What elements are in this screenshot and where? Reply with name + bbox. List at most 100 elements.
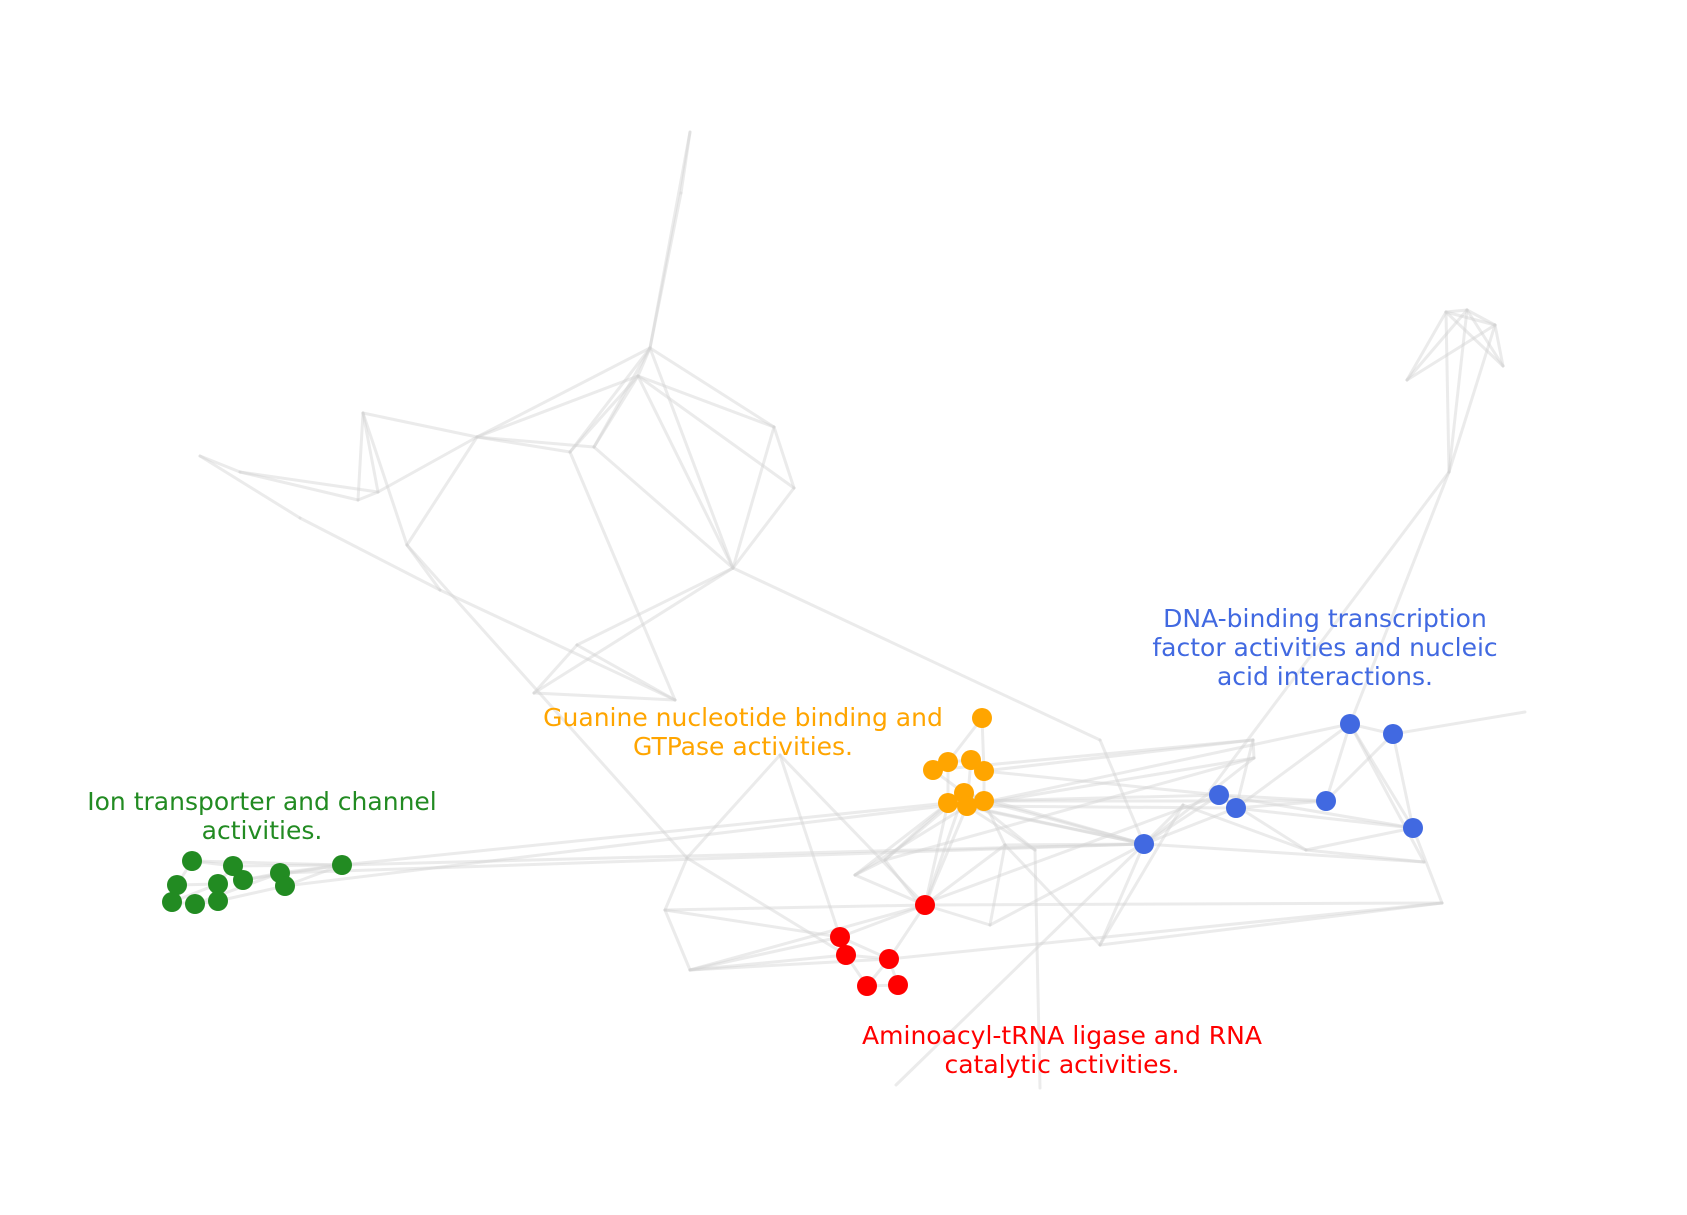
edge-z-x bbox=[1405, 323, 1497, 382]
edge-k-ap bbox=[405, 543, 689, 860]
node-gtp-g3 bbox=[938, 752, 958, 772]
node-trna-t1 bbox=[915, 895, 935, 915]
edge-t2-an bbox=[663, 908, 842, 939]
edge-k-l bbox=[405, 543, 442, 592]
edge-b-c bbox=[648, 191, 683, 350]
node-trna-t6 bbox=[888, 975, 908, 995]
edge-g7-t1 bbox=[923, 801, 950, 907]
edge-d-e bbox=[592, 374, 640, 449]
node-trna-t4 bbox=[879, 949, 899, 969]
cluster-label-dna-line-1: DNA-binding transcription bbox=[1163, 604, 1487, 633]
edge-i6-d7 bbox=[278, 842, 1146, 875]
edge-d-f bbox=[568, 374, 640, 454]
edge-ab-ac bbox=[1251, 738, 1256, 760]
cluster-label-dna-line-2: factor activities and nucleic bbox=[1152, 633, 1498, 662]
node-trna-t5 bbox=[857, 976, 877, 996]
edge-d-q bbox=[636, 374, 796, 490]
edge-av-d7 bbox=[1098, 738, 1146, 846]
node-dna-d2 bbox=[1383, 724, 1403, 744]
cluster-label-ion: Ion transporter and channel activities. bbox=[87, 787, 437, 845]
edge-ag-af bbox=[1304, 848, 1426, 864]
edge-x-aa bbox=[1447, 323, 1497, 474]
edge-c-f bbox=[568, 346, 652, 454]
node-ion-i2 bbox=[223, 856, 243, 876]
edge-ac-d7 bbox=[1142, 756, 1256, 846]
node-ion-i9 bbox=[185, 894, 205, 914]
edge-an-ao bbox=[663, 908, 692, 972]
node-gtp-g8 bbox=[957, 796, 977, 816]
edge-s-t bbox=[532, 643, 579, 695]
edge-g-h bbox=[361, 411, 479, 439]
edge-h-i bbox=[356, 411, 365, 502]
cluster-label-trna-line-2: catalytic activities. bbox=[944, 1050, 1180, 1079]
edge-i-j bbox=[356, 490, 380, 502]
edge-n-i bbox=[238, 470, 360, 502]
edge-aj-ar bbox=[988, 843, 1007, 927]
edge-g9-d7 bbox=[982, 799, 1146, 846]
edge-i2-i11 bbox=[231, 863, 344, 868]
edge-ai-ae bbox=[1098, 901, 1444, 947]
edge-am-t1 bbox=[853, 873, 927, 907]
edge-i10-i7 bbox=[216, 884, 287, 903]
edge-v-aa bbox=[1444, 310, 1451, 474]
edge-g5-d3 bbox=[982, 769, 1221, 797]
edge-m-o bbox=[198, 454, 302, 520]
node-layer bbox=[162, 708, 1423, 996]
edge-ak-al bbox=[883, 858, 922, 907]
edge-af-d7 bbox=[1142, 842, 1426, 864]
edge-t4-ao bbox=[688, 957, 891, 972]
node-ion-i8 bbox=[162, 892, 182, 912]
cluster-label-trna: Aminoacyl-tRNA ligase and RNA catalytic … bbox=[862, 1021, 1262, 1079]
edge-aa-d1 bbox=[1348, 470, 1451, 726]
edge-t3-ap bbox=[685, 856, 848, 957]
edge-l-u bbox=[438, 588, 677, 702]
edge-g8-t1 bbox=[923, 804, 969, 907]
edge-h-k bbox=[361, 411, 409, 547]
cluster-label-ion-line-2: activities. bbox=[201, 816, 323, 845]
edge-v-y bbox=[1444, 310, 1505, 368]
edge-c-e bbox=[592, 346, 652, 449]
node-trna-t3 bbox=[836, 945, 856, 965]
edge-d7-au bbox=[894, 842, 1146, 1087]
edge-ar-ai bbox=[1003, 843, 1102, 947]
edge-q-r bbox=[731, 486, 796, 570]
edge-v-x bbox=[1444, 310, 1497, 327]
edge-d1-af bbox=[1348, 722, 1426, 864]
edge-g-k bbox=[405, 435, 479, 547]
edge-aa-aw bbox=[1208, 470, 1451, 792]
edge-c-d bbox=[636, 346, 652, 378]
edge-r-av bbox=[731, 566, 1102, 742]
node-gtp-g1 bbox=[972, 708, 992, 728]
edge-i11-g7 bbox=[340, 801, 950, 867]
edge-ai-d7 bbox=[1098, 842, 1146, 947]
edge-g8-d1 bbox=[965, 722, 1352, 808]
edge-g-j bbox=[376, 435, 479, 494]
edge-c-r bbox=[648, 346, 735, 570]
edge-al-am bbox=[853, 858, 887, 877]
node-ion-i10 bbox=[208, 891, 228, 911]
edge-d-g bbox=[475, 374, 640, 439]
edge-w-x bbox=[1465, 308, 1497, 327]
node-ion-i3 bbox=[167, 875, 187, 895]
edge-d1-d5 bbox=[1324, 722, 1352, 803]
edge-m-n bbox=[198, 454, 242, 474]
cluster-label-dna: DNA-binding transcription factor activit… bbox=[1152, 604, 1497, 691]
edge-z-v bbox=[1405, 310, 1448, 382]
edge-a-b bbox=[679, 130, 692, 195]
edge-r-s bbox=[575, 566, 735, 647]
edge-ag-d6 bbox=[1304, 826, 1415, 852]
edge-g9-d3 bbox=[982, 793, 1221, 803]
cluster-label-ion-line-1: Ion transporter and channel bbox=[87, 787, 437, 816]
edge-ab-g5 bbox=[982, 738, 1255, 773]
edge-layer bbox=[170, 130, 1527, 1090]
edge-g8-d4 bbox=[965, 804, 1238, 810]
node-ion-i5 bbox=[233, 870, 253, 890]
edge-t2-ao bbox=[688, 935, 842, 972]
edge-d3-d7 bbox=[1142, 793, 1221, 846]
edge-d2-d5 bbox=[1324, 732, 1395, 803]
edge-g-f bbox=[475, 435, 572, 454]
edge-ap-an bbox=[663, 856, 689, 912]
node-gtp-g7 bbox=[938, 793, 958, 813]
edge-g8-am bbox=[853, 804, 969, 877]
